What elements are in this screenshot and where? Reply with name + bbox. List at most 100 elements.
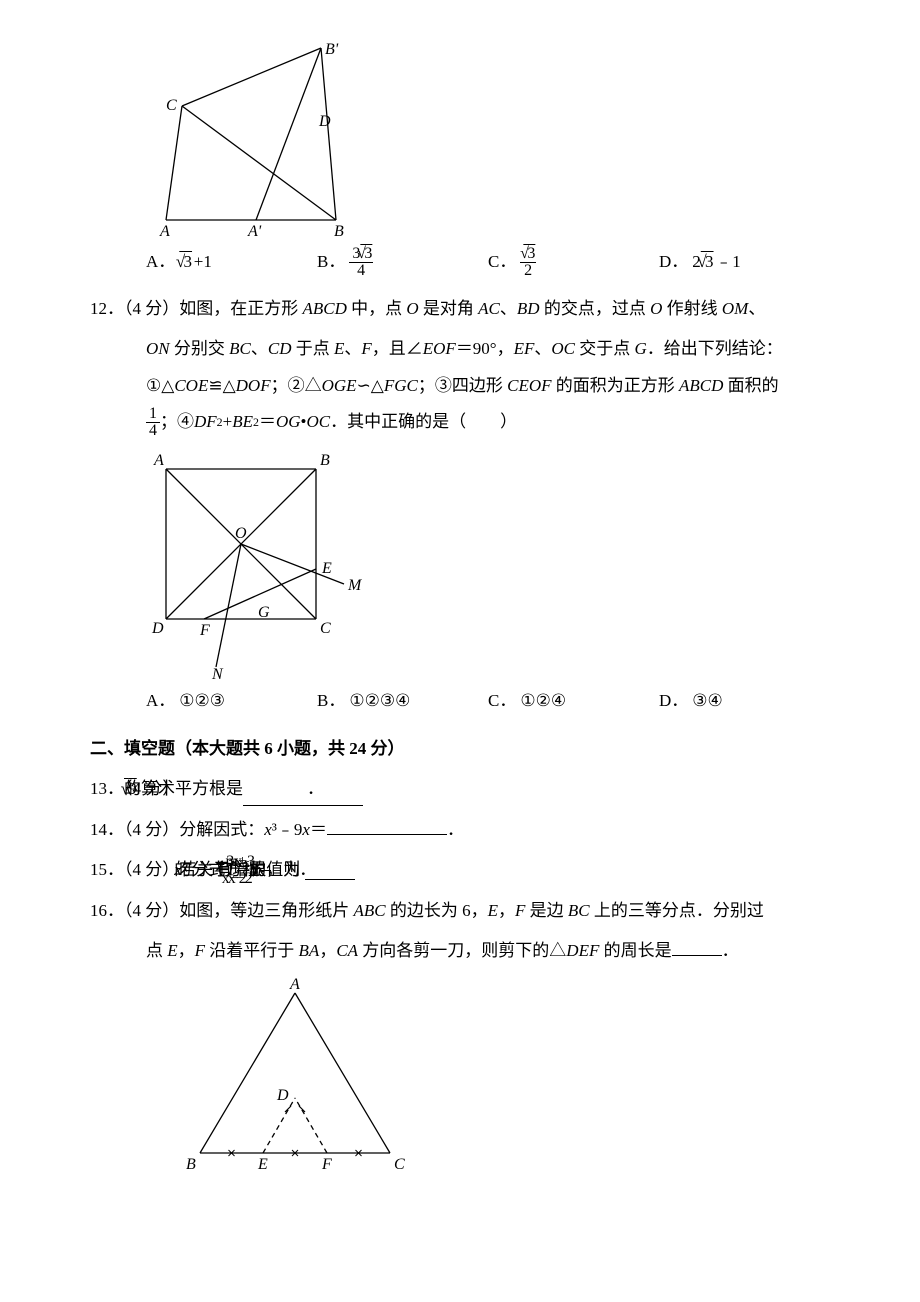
q14-line: 14．（4 分）分解因式：x³﹣9x＝． <box>90 814 830 846</box>
text: 是对角 <box>419 299 479 318</box>
text: ；③四边形 <box>418 376 507 395</box>
svg-text:D: D <box>151 620 164 637</box>
q12-choice-d: D．③④ <box>659 685 830 717</box>
text: ∽△ <box>357 376 384 395</box>
q11-svg: AA'BCB'D <box>146 40 406 240</box>
var: COE <box>174 376 208 395</box>
svg-text:M: M <box>347 577 363 594</box>
q12-figure: ABCDOEFGMN <box>146 449 830 679</box>
choice-label: A． <box>146 246 175 278</box>
var: BC <box>229 339 251 358</box>
numerator: 3√ <box>520 246 536 263</box>
text: ， <box>319 941 336 960</box>
text: 于点 <box>291 339 334 358</box>
var: CEOF <box>507 376 551 395</box>
var: F <box>361 339 371 358</box>
svg-text:B: B <box>334 223 344 240</box>
q16-line1: 16．（4 分）如图，等边三角形纸片 ABC 的边长为 6，E，F 是边 BC … <box>90 895 830 927</box>
var: ABC <box>354 901 386 920</box>
var: G <box>635 339 647 358</box>
q16-line2: 点 E，F 沿着平行于 BA，CA 方向各剪一刀，则剪下的△DEF 的周长是． <box>90 935 830 967</box>
q15-line: 15．（4 分）若关于 x 的分式方程 3x x−2 ﹣1＝ m+3 x−2 有… <box>90 854 830 887</box>
text: 、 <box>344 339 361 358</box>
q12-line1: 12．（4 分）如图，在正方形 ABCD 中，点 O 是对角 AC、BD 的交点… <box>90 293 830 325</box>
q12-line3: ①△COE≌△DOF；②△OGE∽△FGC；③四边形 CEOF 的面积为正方形 … <box>90 370 830 402</box>
answer-blank[interactable] <box>672 938 722 956</box>
choice-label: C． <box>488 246 516 278</box>
svg-text:N: N <box>211 666 224 679</box>
text: 12．（4 分）如图，在正方形 <box>90 299 303 318</box>
denominator: 4 <box>146 423 160 439</box>
text: 交于点 <box>575 339 635 358</box>
svg-text:F: F <box>199 622 210 639</box>
q12-choices: A．①②③ B．①②③④ C．①②④ D．③④ <box>146 685 830 717</box>
q12-line2: ON 分别交 BC、CD 于点 E、F，且∠EOF＝90°，EF、OC 交于点 … <box>90 333 830 365</box>
svg-text:B': B' <box>325 41 339 58</box>
text: 、 <box>500 299 517 318</box>
svg-text:G: G <box>258 604 270 621</box>
numerator: 1 <box>146 406 160 423</box>
expr-tail: +1 <box>194 252 212 271</box>
svg-text:E: E <box>321 560 332 577</box>
choice-expr: 2 3√ ﹣1 <box>692 246 740 278</box>
text: ． <box>447 820 464 839</box>
choice-text: ①②③ <box>179 685 225 717</box>
svg-text:A': A' <box>247 223 262 240</box>
text: 中，点 <box>347 299 407 318</box>
text: 点 <box>146 941 167 960</box>
var: DOF <box>236 376 271 395</box>
text: ，且∠ <box>372 339 423 358</box>
var: EOF <box>423 339 456 358</box>
svg-text:E: E <box>257 1156 268 1173</box>
text: 的边长为 6， <box>386 901 488 920</box>
text: 作射线 <box>662 299 722 318</box>
radical-sign: √ <box>697 252 706 271</box>
svg-text:B: B <box>320 452 330 469</box>
svg-text:D: D <box>276 1087 289 1104</box>
numerator: 3 3√ <box>349 246 373 263</box>
fraction: 3 3√ 4 <box>349 246 373 279</box>
var: x <box>302 820 310 839</box>
q12-line4: 1 4 ；④DF2+BE2＝OG•OC．其中正确的是（ ） <box>90 406 830 439</box>
var: E <box>334 339 344 358</box>
q11-choice-b: B． 3 3√ 4 <box>317 246 488 279</box>
choice-expr: 3√ +1 <box>179 246 212 278</box>
text: 上的三等分点．分别过 <box>590 901 764 920</box>
text: 16．（4 分）如图，等边三角形纸片 <box>90 901 354 920</box>
var: BA <box>299 941 320 960</box>
var: CD <box>268 339 292 358</box>
text: ．给出下列结论： <box>647 339 783 358</box>
var: DEF <box>566 941 599 960</box>
text: 、 <box>251 339 268 358</box>
text: ；④ <box>160 406 194 438</box>
text: 面积的 <box>723 376 778 395</box>
var: FGC <box>384 376 418 395</box>
choice-label: C． <box>488 685 516 717</box>
text: 的算术平方根是 <box>180 773 243 805</box>
text: + <box>223 406 233 438</box>
var: OC <box>306 406 330 438</box>
text: ， <box>178 941 195 960</box>
var: F <box>195 941 205 960</box>
var: AC <box>478 299 500 318</box>
svg-text:B: B <box>186 1156 196 1173</box>
text: ①△ <box>146 376 174 395</box>
var: OM <box>722 299 748 318</box>
choice-label: A． <box>146 685 175 717</box>
q11-choice-a: A． 3√ +1 <box>146 246 317 278</box>
q13-line: 13．（4 分） 9√ 的算术平方根是 ． <box>90 773 830 805</box>
section2-title: 二、填空题（本大题共 6 小题，共 24 分） <box>90 733 830 765</box>
denominator: 4 <box>349 263 373 279</box>
answer-blank[interactable] <box>327 817 447 835</box>
svg-text:C: C <box>320 620 331 637</box>
choice-label: D． <box>659 685 688 717</box>
text: ≌△ <box>208 376 235 395</box>
var: E <box>167 941 177 960</box>
var: EF <box>514 339 535 358</box>
answer-blank[interactable] <box>243 788 363 806</box>
choice-label: B． <box>317 246 345 278</box>
text: 是边 <box>525 901 568 920</box>
text: 的交点，过点 <box>540 299 651 318</box>
q16-figure: ABCEFD <box>180 978 830 1178</box>
denominator: 2 <box>520 263 536 279</box>
